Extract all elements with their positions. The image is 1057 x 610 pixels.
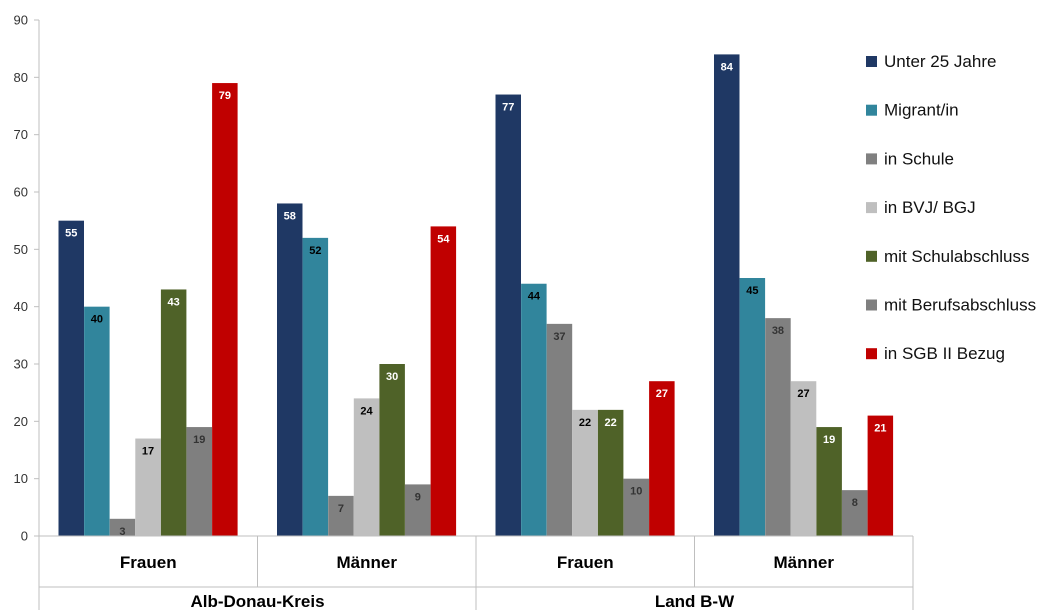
x-axis: Frauen Männer Frauen Männer Alb-Donau-Kreis L… <box>38 535 914 610</box>
data-label: 27 <box>656 388 668 400</box>
bar <box>405 484 431 536</box>
bar <box>212 83 238 537</box>
bar <box>135 438 161 536</box>
y-tick-label: 40 <box>14 299 28 314</box>
y-tick-label: 50 <box>14 242 28 257</box>
bar <box>597 409 624 536</box>
data-label: 58 <box>284 210 296 222</box>
x-category-label: Frauen <box>557 553 614 572</box>
bar <box>867 415 894 536</box>
bar <box>160 289 187 536</box>
data-label: 40 <box>91 314 103 326</box>
bar <box>546 323 573 536</box>
data-label: 10 <box>630 486 642 498</box>
bar <box>302 237 329 536</box>
bar <box>430 226 457 536</box>
data-label: 44 <box>528 291 541 303</box>
bar <box>572 409 598 536</box>
data-label: 8 <box>852 497 858 509</box>
data-label: 52 <box>309 245 321 257</box>
data-label: 30 <box>386 371 398 383</box>
y-tick-label: 90 <box>14 13 28 28</box>
data-label: 22 <box>605 417 617 429</box>
bar <box>765 318 791 536</box>
data-label: 21 <box>874 423 886 435</box>
data-label: 55 <box>65 228 77 240</box>
legend-swatch <box>866 250 877 262</box>
y-tick-label: 60 <box>14 185 28 200</box>
data-label: 79 <box>219 90 231 102</box>
x-category-label: Männer <box>337 553 398 572</box>
bar <box>739 278 766 536</box>
data-label: 3 <box>119 526 125 538</box>
x-group-label: Land B-W <box>655 592 735 610</box>
data-label: 37 <box>553 331 565 343</box>
bar <box>109 518 136 536</box>
bar <box>714 54 740 537</box>
x-category-label: Männer <box>774 553 835 572</box>
legend-swatch <box>866 104 877 116</box>
legend-label: Unter 25 Jahre <box>884 52 996 71</box>
data-label: 77 <box>502 102 514 114</box>
legend-label: Migrant/in <box>884 101 959 120</box>
data-label: 19 <box>193 434 205 446</box>
data-label: 43 <box>168 296 180 308</box>
y-tick-label: 80 <box>14 70 28 85</box>
bar <box>842 490 868 536</box>
bar <box>649 381 675 536</box>
bar <box>379 364 405 536</box>
bar <box>186 427 212 536</box>
bar <box>790 381 817 536</box>
data-label: 24 <box>360 405 373 417</box>
y-tick-label: 20 <box>14 414 28 429</box>
data-label: 27 <box>797 388 809 400</box>
legend-swatch <box>866 56 877 67</box>
y-tick-label: 30 <box>14 357 28 372</box>
x-group-label: Alb-Donau-Kreis <box>190 592 324 610</box>
bars: 55 40 3 17 43 19 79 58 52 7 24 30 9 54 77 44 37 22 22 10 27 8… <box>58 54 894 538</box>
legend-label: mit Schulabschluss <box>884 247 1030 266</box>
data-label: 54 <box>437 233 450 245</box>
legend-label: in SGB II Bezug <box>884 344 1005 363</box>
bar <box>521 283 547 536</box>
bar <box>623 478 649 536</box>
data-label: 17 <box>142 446 154 458</box>
x-category-label: Frauen <box>120 553 177 572</box>
legend-label: mit Berufsabschluss <box>884 296 1036 315</box>
legend-label: in Schule <box>884 149 954 168</box>
data-label: 7 <box>338 503 344 515</box>
y-tick-label: 10 <box>14 471 28 486</box>
bar <box>353 398 380 536</box>
data-label: 84 <box>721 61 734 73</box>
data-label: 45 <box>746 285 758 297</box>
legend-swatch <box>866 299 877 311</box>
data-label: 9 <box>415 491 421 503</box>
legend-label: in BVJ/ BGJ <box>884 198 976 217</box>
data-label: 19 <box>823 434 835 446</box>
y-tick-label: 0 <box>21 529 28 544</box>
bar <box>58 220 84 536</box>
bar <box>328 495 354 536</box>
bar <box>84 306 110 536</box>
y-tick-label: 70 <box>14 127 28 142</box>
y-axis: 0 10 20 30 40 50 60 70 80 90 <box>14 13 40 544</box>
legend: Unter 25 Jahre Migrant/in in Schule in BVJ/… <box>866 52 1036 363</box>
legend-swatch <box>866 348 877 360</box>
legend-swatch <box>866 153 877 165</box>
data-label: 22 <box>579 417 591 429</box>
bar <box>277 203 303 536</box>
bar <box>816 427 842 536</box>
legend-swatch <box>866 202 877 214</box>
bar <box>495 94 521 537</box>
data-label: 38 <box>772 325 784 337</box>
